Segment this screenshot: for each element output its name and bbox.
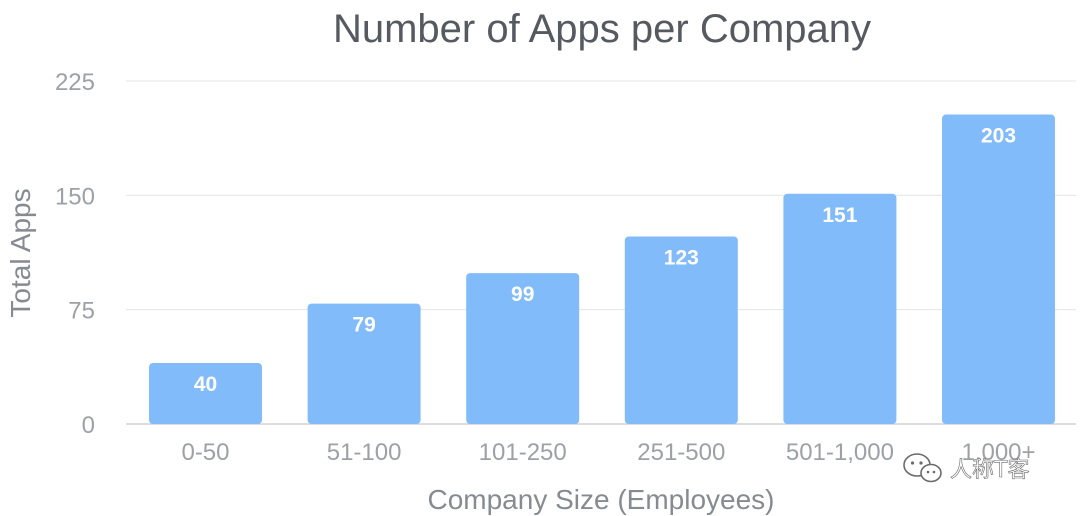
x-tick-label: 501-1,000	[786, 439, 894, 466]
watermark: 人称T客	[903, 453, 1030, 483]
bar	[149, 363, 262, 424]
x-tick-label: 1,000+	[961, 439, 1035, 466]
y-tick-label: 0	[82, 412, 95, 439]
bar-value-label: 99	[511, 283, 534, 306]
bar	[942, 114, 1055, 424]
x-tick-label: 51-100	[327, 439, 402, 466]
bar-value-labels: 40 79 99 123 151 203	[194, 125, 1016, 396]
bar	[783, 193, 897, 424]
y-tick-label: 75	[68, 298, 95, 325]
bars	[149, 114, 1055, 424]
bar-value-label: 40	[194, 373, 217, 396]
y-axis-ticks: 0 75 150 225	[55, 69, 95, 439]
bar	[466, 273, 580, 424]
grid-lines	[126, 80, 1076, 425]
bar	[624, 236, 738, 424]
bar	[307, 303, 421, 424]
bar-value-label: 123	[664, 246, 699, 269]
x-axis-ticks: 0-50 51-100 101-250 251-500 501-1,000 1,000+	[181, 439, 1035, 466]
x-axis-title: Company Size (Employees)	[427, 484, 774, 515]
chart-title: Number of Apps per Company	[333, 7, 871, 51]
bar-value-label: 203	[981, 125, 1016, 148]
x-tick-label: 0-50	[181, 439, 229, 466]
watermark-text: 人称T客	[950, 458, 1029, 483]
y-axis-title: Total Apps	[5, 188, 36, 317]
bar-value-label: 151	[822, 204, 857, 227]
wechat-icon	[903, 453, 942, 483]
x-tick-label: 251-500	[637, 439, 725, 466]
y-tick-label: 225	[55, 69, 95, 96]
bar-value-label: 79	[352, 314, 375, 337]
y-tick-label: 150	[55, 183, 95, 210]
x-tick-label: 101-250	[479, 439, 567, 466]
